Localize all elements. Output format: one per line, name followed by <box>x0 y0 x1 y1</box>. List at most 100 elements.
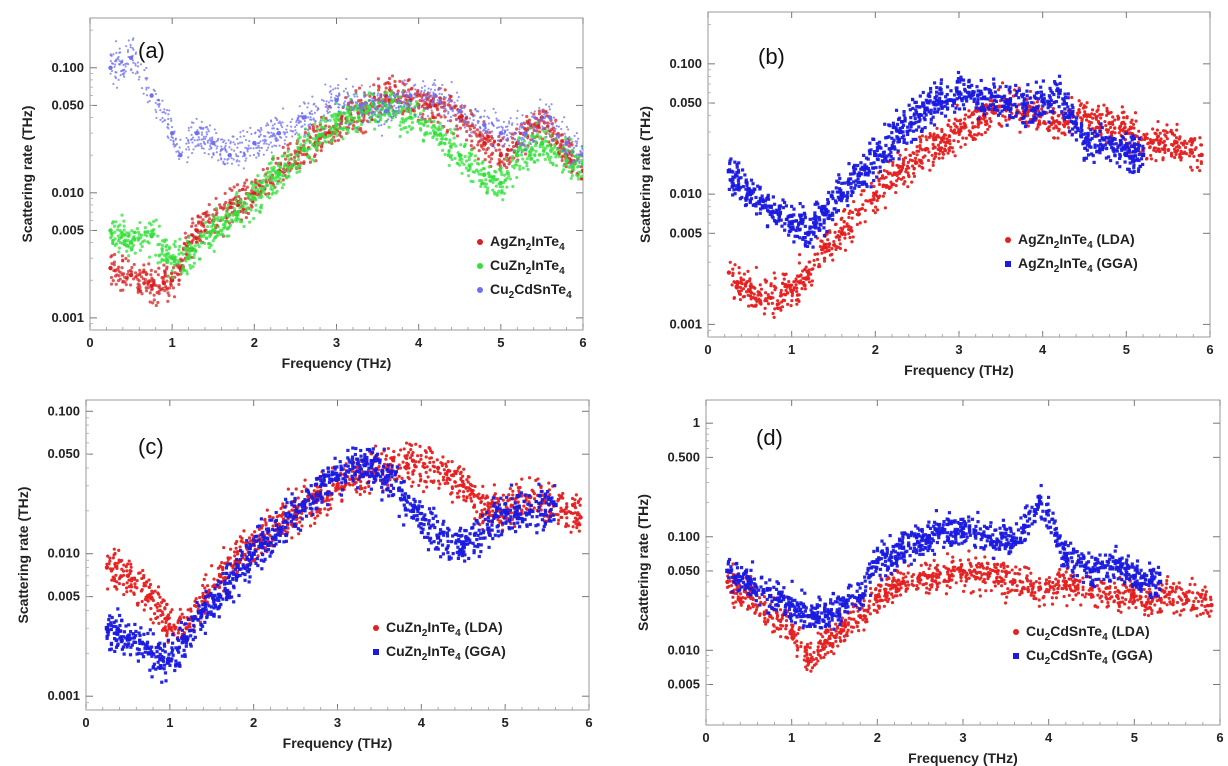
scatter-mark <box>183 231 187 235</box>
scatter-mark <box>1123 143 1127 148</box>
scatter-mark <box>1050 116 1055 120</box>
scatter-mark <box>521 136 524 139</box>
scatter-mark <box>169 117 173 120</box>
scatter-mark <box>854 208 858 212</box>
scatter-mark <box>199 241 204 245</box>
scatter-mark <box>112 252 117 257</box>
scatter-mark <box>1077 99 1081 103</box>
scatter-mark <box>211 239 215 243</box>
scatter-mark <box>321 132 325 136</box>
scatter-mark <box>297 147 301 151</box>
scatter-mark <box>1070 95 1074 100</box>
scatter-mark <box>268 173 273 177</box>
scatter-mark <box>482 128 485 131</box>
scatter-mark <box>286 124 289 127</box>
scatter-mark <box>809 237 813 242</box>
scatter-mark <box>240 187 245 192</box>
scatter-mark <box>857 212 861 216</box>
scatter-mark <box>123 233 127 237</box>
scatter-mark <box>128 283 133 287</box>
scatter-mark <box>505 133 509 137</box>
scatter-mark <box>158 102 161 106</box>
scatter-mark <box>911 106 915 111</box>
scatter-mark <box>394 93 397 96</box>
scatter-mark <box>149 279 153 283</box>
scatter-mark <box>959 145 963 149</box>
scatter-mark <box>1143 137 1147 142</box>
scatter-mark <box>763 306 767 310</box>
scatter-mark <box>140 292 144 296</box>
scatter-mark <box>856 180 860 185</box>
scatter-mark <box>165 248 169 252</box>
scatter-mark <box>946 140 950 145</box>
scatter-mark <box>236 213 240 217</box>
scatter-mark <box>453 156 457 161</box>
scatter-mark <box>165 252 170 256</box>
scatter-mark <box>1011 94 1016 98</box>
scatter-mark <box>1145 132 1149 136</box>
scatter-mark <box>438 141 442 145</box>
scatter-mark <box>1152 146 1156 150</box>
scatter-mark <box>497 126 501 129</box>
scatter-mark <box>188 242 192 246</box>
scatter-mark <box>375 106 378 109</box>
scatter-mark <box>515 175 519 180</box>
scatter-mark <box>376 120 379 123</box>
scatter-mark <box>259 126 263 130</box>
scatter-mark <box>211 214 216 218</box>
scatter-mark <box>838 190 842 194</box>
scatter-mark <box>222 160 225 163</box>
scatter-mark <box>537 112 542 116</box>
scatter-mark <box>380 113 383 116</box>
x-tick-label: 0 <box>704 342 711 357</box>
scatter-mark <box>1157 142 1161 147</box>
scatter-mark <box>187 156 190 159</box>
scatter-mark <box>387 106 390 109</box>
scatter-mark <box>154 108 157 111</box>
scatter-mark <box>138 268 142 272</box>
scatter-mark <box>813 211 817 215</box>
scatter-mark <box>120 61 123 64</box>
scatter-mark <box>786 302 790 306</box>
x-tick-label: 1 <box>788 342 795 357</box>
series-1 <box>726 70 1146 249</box>
scatter-mark <box>508 120 511 123</box>
scatter-mark <box>109 59 112 63</box>
scatter-mark <box>208 232 212 236</box>
scatter-mark <box>431 129 435 133</box>
scatter-mark <box>285 135 288 139</box>
scatter-mark <box>174 138 177 141</box>
scatter-mark <box>326 109 329 113</box>
scatter-mark <box>418 126 423 131</box>
scatter-mark <box>346 101 349 104</box>
scatter-mark <box>563 132 566 135</box>
scatter-mark <box>949 125 953 129</box>
scatter-mark <box>368 116 371 119</box>
scatter-mark <box>1003 115 1007 119</box>
scatter-mark <box>552 126 556 129</box>
scatter-mark <box>397 99 400 102</box>
scatter-mark <box>444 96 447 99</box>
scatter-mark <box>333 120 338 124</box>
scatter-mark <box>185 148 188 151</box>
scatter-mark <box>480 145 484 149</box>
scatter-mark <box>515 117 518 120</box>
scatter-mark <box>176 259 180 263</box>
scatter-mark <box>1028 117 1033 122</box>
scatter-mark <box>116 239 121 243</box>
scatter-mark <box>443 113 446 117</box>
scatter-mark <box>1093 134 1097 138</box>
scatter-mark <box>314 120 317 123</box>
scatter-mark <box>201 218 205 222</box>
scatter-mark <box>254 203 258 207</box>
scatter-mark <box>1076 113 1080 118</box>
scatter-mark <box>1169 128 1173 132</box>
scatter-mark <box>207 213 211 217</box>
scatter-mark <box>278 135 282 138</box>
scatter-mark <box>1169 151 1174 155</box>
scatter-mark <box>854 183 858 187</box>
scatter-mark <box>883 122 887 126</box>
scatter-mark <box>136 61 140 64</box>
scatter-mark <box>901 175 906 180</box>
scatter-mark <box>450 81 453 84</box>
